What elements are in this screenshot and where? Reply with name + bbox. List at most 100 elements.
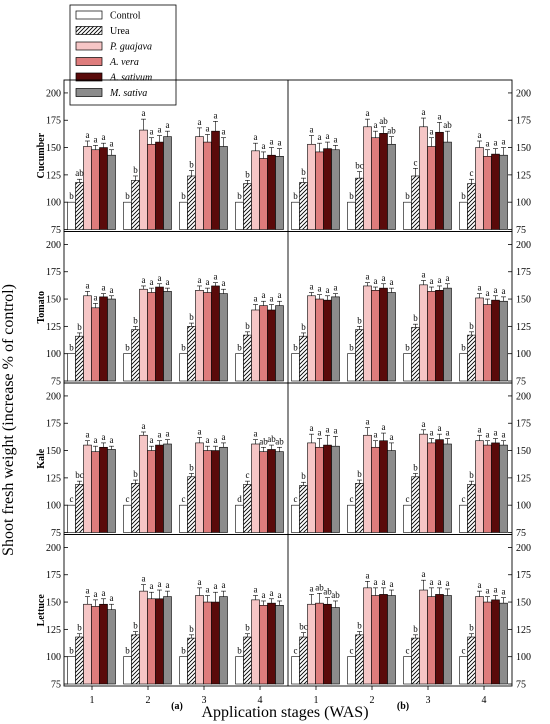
bar-lettuce-b-asativum	[435, 594, 444, 685]
bar-kale-b-control	[459, 504, 468, 533]
y-tick-label-left: 200	[46, 88, 61, 99]
bar-tomato-b-avera	[483, 304, 492, 382]
significance-letter: c	[294, 494, 298, 504]
legend-label-2: P. guajava	[109, 42, 152, 53]
bar-cucumber-a-control	[123, 201, 132, 230]
bar-kale-b-pguajava	[363, 434, 372, 533]
y-tick-label-left: 200	[46, 391, 61, 402]
bar-lettuce-b-urea	[411, 637, 420, 685]
bar-lettuce-b-urea	[299, 636, 308, 685]
y-tick-label-right: 150	[516, 446, 531, 457]
significance-letter: a	[390, 579, 394, 589]
y-tick-label-left: 200	[46, 240, 61, 251]
significance-letter: a	[278, 590, 282, 600]
significance-letter: a	[94, 589, 98, 599]
bar-lettuce-a-asativum	[155, 598, 164, 685]
bar-kale-a-pguajava	[195, 442, 204, 533]
bar-cucumber-a-msativa	[219, 146, 228, 230]
y-tick-label-right: 200	[516, 88, 531, 99]
bar-tomato-a-asativum	[155, 286, 164, 382]
bar-tomato-b-avera	[427, 291, 436, 382]
significance-letter: ab	[259, 436, 268, 446]
bar-lettuce-a-urea	[131, 634, 140, 685]
bar-lettuce-b-pguajava	[475, 596, 484, 685]
significance-letter: a	[318, 132, 322, 142]
significance-letter: a	[206, 277, 210, 287]
y-tick-label-left: 100	[46, 652, 61, 663]
significance-letter: a	[102, 432, 106, 442]
significance-letter: a	[494, 285, 498, 295]
significance-letter: c	[70, 494, 74, 504]
significance-letter: b	[133, 469, 138, 479]
significance-letter: a	[214, 272, 218, 282]
significance-letter: b	[181, 191, 186, 201]
y-axis-label: Shoot fresh weight (increase % of contro…	[0, 284, 17, 556]
bar-cucumber-a-asativum	[99, 147, 108, 230]
significance-letter: c	[350, 646, 354, 656]
significance-letter: a	[310, 583, 314, 593]
bar-tomato-b-pguajava	[475, 297, 484, 382]
significance-letter: a	[446, 428, 450, 438]
significance-letter: a	[422, 419, 426, 429]
x-tick-label: 2	[370, 695, 375, 706]
significance-letter: ab	[315, 582, 324, 592]
significance-letter: a	[222, 432, 226, 442]
significance-letter: b	[405, 343, 410, 353]
bar-kale-b-urea	[411, 476, 420, 533]
bar-tomato-a-pguajava	[139, 288, 148, 382]
y-tick-label-left: 175	[46, 419, 61, 430]
bar-kale-b-control	[403, 504, 412, 533]
panel-label-b: (b)	[397, 701, 409, 712]
y-tick-label-right: 150	[516, 295, 531, 306]
panel-label-a: (a)	[171, 701, 183, 712]
bar-kale-a-asativum	[211, 450, 220, 533]
significance-letter: b	[405, 191, 410, 201]
bar-kale-a-urea	[243, 484, 252, 533]
bar-tomato-a-avera	[91, 307, 100, 382]
significance-letter: b	[245, 169, 250, 179]
significance-letter: ab	[323, 587, 332, 597]
significance-letter: a	[110, 435, 114, 445]
bar-lettuce-a-urea	[243, 636, 252, 685]
bar-lettuce-a-msativa	[107, 609, 116, 685]
bar-lettuce-b-pguajava	[419, 589, 428, 685]
bar-lettuce-a-urea	[187, 637, 196, 685]
legend-label-4: A. sativum	[109, 73, 152, 84]
bar-lettuce-b-control	[347, 656, 356, 685]
significance-letter: a	[270, 137, 274, 147]
significance-letter: b	[293, 343, 298, 353]
significance-letter: a	[142, 421, 146, 431]
significance-letter: a	[150, 127, 154, 137]
significance-letter: a	[142, 275, 146, 285]
bar-tomato-a-pguajava	[195, 290, 204, 382]
significance-letter: a	[430, 127, 434, 137]
significance-letter: a	[310, 282, 314, 292]
significance-letter: ab	[331, 590, 340, 600]
bar-tomato-b-urea	[299, 335, 308, 382]
significance-letter: a	[262, 590, 266, 600]
significance-letter: a	[198, 577, 202, 587]
crop-label-lettuce: Lettuce	[36, 594, 47, 627]
x-tick-label: 1	[314, 695, 319, 706]
significance-letter: a	[254, 429, 258, 439]
bar-tomato-b-pguajava	[419, 284, 428, 382]
bar-tomato-b-msativa	[387, 292, 396, 382]
y-tick-label-right: 175	[516, 570, 531, 581]
bar-kale-a-msativa	[107, 449, 116, 533]
bar-tomato-a-control	[235, 353, 244, 382]
significance-letter: a	[478, 130, 482, 140]
bar-tomato-a-urea	[187, 326, 196, 382]
significance-letter: a	[318, 284, 322, 294]
significance-letter: a	[110, 139, 114, 149]
significance-letter: a	[102, 132, 106, 142]
bar-cucumber-b-asativum	[323, 148, 332, 230]
bar-kale-a-control	[123, 504, 132, 533]
significance-letter: a	[198, 426, 202, 436]
x-tick-label: 2	[146, 695, 151, 706]
x-tick-label: 1	[90, 695, 95, 706]
bar-tomato-b-msativa	[331, 296, 340, 382]
significance-letter: c	[462, 494, 466, 504]
significance-letter: a	[214, 435, 218, 445]
y-tick-label-right: 125	[516, 625, 531, 636]
